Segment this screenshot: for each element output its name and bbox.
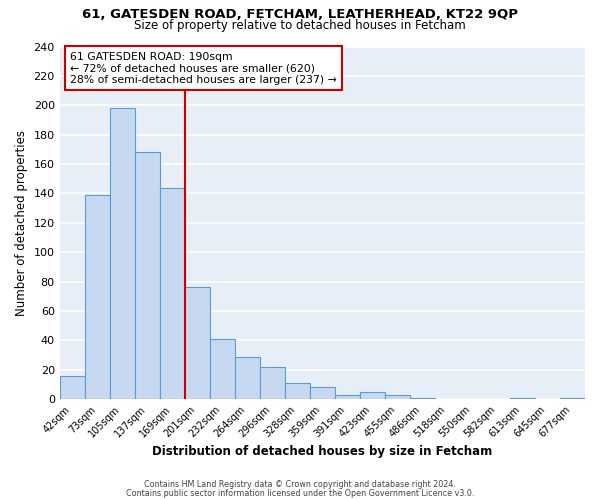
Text: Size of property relative to detached houses in Fetcham: Size of property relative to detached ho… [134,19,466,32]
Text: 61, GATESDEN ROAD, FETCHAM, LEATHERHEAD, KT22 9QP: 61, GATESDEN ROAD, FETCHAM, LEATHERHEAD,… [82,8,518,20]
Text: Contains public sector information licensed under the Open Government Licence v3: Contains public sector information licen… [126,488,474,498]
Bar [110,108,135,399]
Text: 61 GATESDEN ROAD: 190sqm
← 72% of detached houses are smaller (620)
28% of semi-: 61 GATESDEN ROAD: 190sqm ← 72% of detach… [70,52,337,85]
Bar [335,395,360,399]
Bar [510,398,535,399]
Bar [385,395,410,399]
Bar [235,356,260,399]
Text: Contains HM Land Registry data © Crown copyright and database right 2024.: Contains HM Land Registry data © Crown c… [144,480,456,489]
Bar [160,188,185,399]
Bar [410,398,435,399]
Bar [185,288,210,399]
X-axis label: Distribution of detached houses by size in Fetcham: Distribution of detached houses by size … [152,444,493,458]
Y-axis label: Number of detached properties: Number of detached properties [15,130,28,316]
Bar [59,376,85,399]
Bar [560,398,585,399]
Bar [210,339,235,399]
Bar [285,383,310,399]
Bar [260,367,285,399]
Bar [310,388,335,399]
Bar [85,195,110,399]
Bar [135,152,160,399]
Bar [360,392,385,399]
